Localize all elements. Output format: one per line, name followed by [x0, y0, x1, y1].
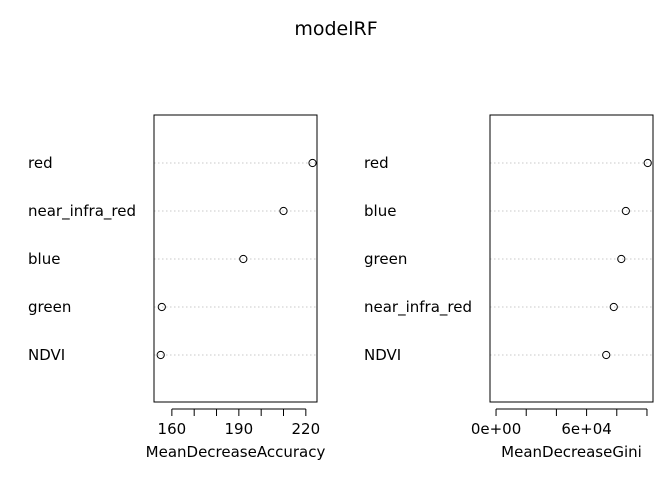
- x-tick-label: 160: [158, 420, 187, 438]
- x-tick-label: 0e+00: [471, 420, 521, 438]
- plot-box: [489, 114, 654, 403]
- x-axis-label: MeanDecreaseGini: [501, 443, 642, 461]
- category-label: green: [28, 298, 71, 316]
- data-point: [617, 254, 626, 264]
- x-tick-label: 190: [225, 420, 254, 438]
- category-label: red: [364, 154, 389, 172]
- data-point: [279, 206, 288, 216]
- category-label: blue: [28, 250, 60, 268]
- plot-box: [153, 114, 318, 403]
- category-label: blue: [364, 202, 396, 220]
- data-point: [643, 158, 652, 168]
- data-point: [157, 302, 166, 312]
- x-axis-label: MeanDecreaseAccuracy: [146, 443, 326, 461]
- category-label: NDVI: [28, 346, 65, 364]
- x-tick-label: 6e+04: [561, 420, 611, 438]
- data-point: [609, 302, 618, 312]
- category-label: red: [28, 154, 53, 172]
- data-point: [239, 254, 248, 264]
- data-point: [621, 206, 630, 216]
- panel-gini: red blue green near_infra_red NDVI 0e+00 6e+04…: [364, 114, 654, 461]
- x-tick-label: 220: [292, 420, 321, 438]
- category-label: NDVI: [364, 346, 401, 364]
- data-point: [308, 158, 317, 168]
- category-label: near_infra_red: [28, 202, 136, 221]
- data-point: [602, 350, 611, 360]
- category-label: near_infra_red: [364, 298, 472, 317]
- category-label: green: [364, 250, 407, 268]
- data-point: [156, 350, 165, 360]
- chart-title: modelRF: [294, 18, 377, 40]
